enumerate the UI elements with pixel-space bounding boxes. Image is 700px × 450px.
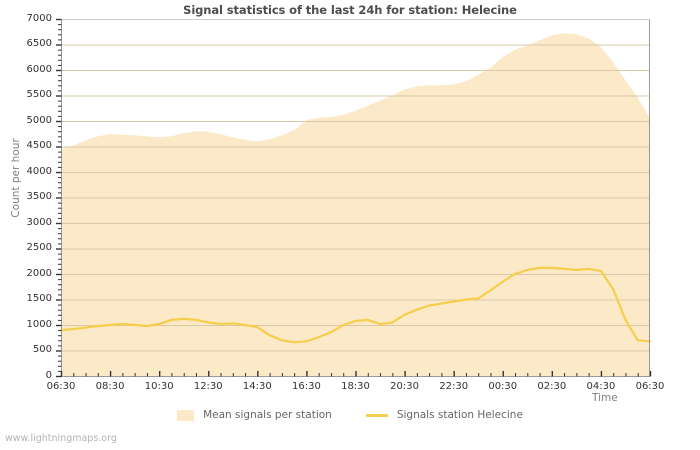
y-tick-label: 2500 [26, 242, 52, 253]
y-tick-label: 1000 [26, 318, 52, 330]
legend-label-mean-signals: Mean signals per station [203, 409, 332, 421]
x-tick-label: 14:30 [242, 381, 272, 392]
x-tick-label: 02:30 [537, 381, 567, 392]
y-tick-label: 7000 [26, 12, 52, 24]
y-tick-label: 6000 [26, 63, 52, 75]
legend-item-mean-signals: Mean signals per station [177, 409, 332, 421]
x-tick-label: 16:30 [291, 381, 321, 392]
chart-title: Signal statistics of the last 24h for st… [183, 3, 517, 17]
legend-swatch-line-icon [365, 413, 388, 417]
legend-swatch-area-icon [177, 409, 195, 421]
x-tick-label: 04:30 [586, 381, 616, 392]
watermark-text: www.lightningmaps.org [5, 433, 117, 444]
x-tick-label: 10:30 [144, 381, 174, 392]
legend-item-station-signals: Signals station Helecine [365, 409, 523, 421]
x-tick-label: 00:30 [488, 381, 518, 392]
x-tick-label: 08:30 [95, 381, 125, 392]
chart-legend: Mean signals per station Signals station… [0, 409, 700, 421]
y-tick-label: 0 [45, 369, 52, 381]
x-tick-label: 18:30 [341, 381, 370, 392]
y-tick-label: 3500 [26, 191, 52, 202]
legend-label-station-signals: Signals station Helecine [396, 409, 523, 421]
y-tick-label: 1500 [26, 293, 52, 304]
y-tick-label: 5000 [26, 114, 52, 126]
x-tick-label: 22:30 [439, 381, 469, 392]
x-tick-label: 06:30 [635, 381, 665, 392]
y-tick-label: 2000 [26, 267, 52, 279]
x-tick-label: 20:30 [390, 381, 419, 392]
x-tick-label: 12:30 [193, 381, 223, 392]
y-tick-label: 4500 [26, 140, 52, 151]
y-tick-label: 500 [32, 344, 52, 355]
x-axis-title: Time [592, 392, 618, 404]
y-tick-label: 3000 [26, 216, 52, 228]
y-tick-label: 4000 [26, 165, 52, 177]
line-series-station-signals [59, 266, 652, 344]
area-series-mean-signals [61, 33, 650, 376]
y-tick-label: 6500 [26, 38, 52, 49]
y-tick-label: 5500 [26, 89, 52, 100]
x-tick-label: 06:30 [46, 381, 76, 392]
